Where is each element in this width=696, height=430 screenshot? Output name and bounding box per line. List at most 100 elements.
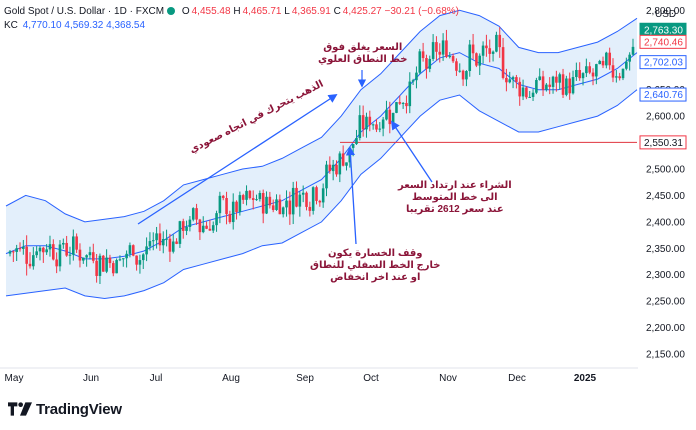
candle-body	[431, 42, 435, 59]
candle	[148, 232, 152, 251]
candle-body	[365, 116, 368, 130]
candle-body	[195, 208, 198, 220]
x-tick-label: Oct	[363, 373, 379, 384]
candle	[388, 101, 392, 134]
kc-upper-value: 4,770.10	[22, 20, 62, 31]
candle	[411, 78, 415, 86]
candle-body	[381, 119, 385, 129]
candle	[505, 68, 508, 92]
candle	[118, 255, 122, 262]
candle	[245, 185, 248, 206]
candle-body	[201, 225, 205, 233]
candle-body	[508, 79, 512, 83]
tradingview-logo[interactable]: TradingView	[8, 398, 122, 420]
candle-body	[475, 53, 478, 66]
candle-body	[188, 219, 192, 227]
y-tick-label: 2,600.00	[646, 112, 685, 123]
candle-body	[141, 254, 145, 261]
candle	[62, 238, 65, 249]
candle-body	[338, 153, 342, 175]
candle-body	[545, 84, 548, 90]
candle-body	[305, 192, 308, 207]
candle-body	[191, 208, 195, 220]
candle	[145, 237, 148, 262]
candle	[575, 62, 578, 81]
candle-body	[22, 246, 25, 249]
candle-body	[271, 205, 275, 210]
candle	[618, 72, 621, 81]
kc-middle-value: 4,569.32	[64, 20, 104, 31]
candle-body	[341, 153, 345, 166]
candle-body	[515, 77, 518, 82]
x-tick-label: Sep	[296, 373, 314, 384]
candle	[378, 122, 382, 133]
y-tick-label: 2,450.00	[646, 191, 685, 202]
candle	[518, 77, 522, 106]
candle-body	[428, 58, 432, 69]
candle	[548, 77, 552, 95]
candle-body	[75, 236, 78, 250]
candle-body	[461, 70, 465, 80]
candle	[425, 54, 428, 79]
candle	[15, 244, 18, 261]
candle	[138, 254, 142, 274]
candle	[545, 83, 548, 92]
candle	[88, 246, 92, 260]
candle	[558, 72, 562, 90]
candle	[531, 89, 535, 102]
candle-body	[58, 244, 62, 267]
candle-body	[55, 259, 58, 267]
candle	[408, 72, 412, 114]
candle	[58, 240, 62, 272]
candle	[141, 253, 145, 269]
buy-arrow	[390, 120, 433, 183]
candle-body	[548, 84, 552, 87]
candle-body	[208, 228, 212, 231]
candle-body	[451, 56, 455, 62]
candle-body	[615, 76, 618, 78]
candle-body	[301, 192, 305, 195]
candle-body	[521, 87, 525, 97]
candle-body	[525, 87, 528, 98]
candle-body	[321, 188, 325, 203]
candle	[385, 100, 388, 121]
candle-body	[12, 251, 15, 253]
legend-ohlc: Gold Spot / U.S. Dollar · 1D · FXCM O 4,4…	[4, 6, 459, 17]
price-badge-label: 2,550.31	[644, 138, 683, 149]
candle	[195, 203, 198, 225]
candle-body	[281, 207, 285, 215]
candle	[158, 223, 162, 251]
candle	[128, 242, 132, 258]
candle	[78, 243, 82, 268]
candle	[305, 191, 308, 211]
candle	[325, 160, 328, 197]
candle	[488, 39, 492, 63]
price-badge-kc-lower: 2,640.76	[639, 87, 687, 102]
candle-body	[435, 42, 438, 52]
candle	[438, 43, 442, 63]
candle	[565, 75, 568, 97]
candle-body	[335, 164, 338, 175]
candle-body	[385, 109, 388, 120]
candle-body	[148, 241, 152, 247]
candle-body	[185, 226, 188, 231]
candle-body	[315, 187, 318, 201]
candle-body	[32, 255, 35, 267]
candle	[591, 68, 595, 86]
candle	[32, 247, 35, 270]
candle	[211, 221, 215, 234]
candle-body	[361, 115, 365, 130]
candle-body	[571, 77, 575, 94]
candle-body	[611, 65, 615, 78]
candle-body	[71, 236, 75, 255]
candle	[258, 190, 262, 202]
candle-body	[325, 164, 328, 189]
candle	[188, 215, 192, 232]
annotation-breakout: السعر يغلق فوق خط النطاق العلوي	[318, 42, 408, 65]
candle-body	[518, 81, 522, 97]
candle-body	[42, 247, 45, 253]
candle-body	[205, 225, 208, 229]
candle-body	[291, 187, 295, 215]
y-tick-label: 2,200.00	[646, 323, 685, 334]
candle-body	[35, 251, 38, 256]
